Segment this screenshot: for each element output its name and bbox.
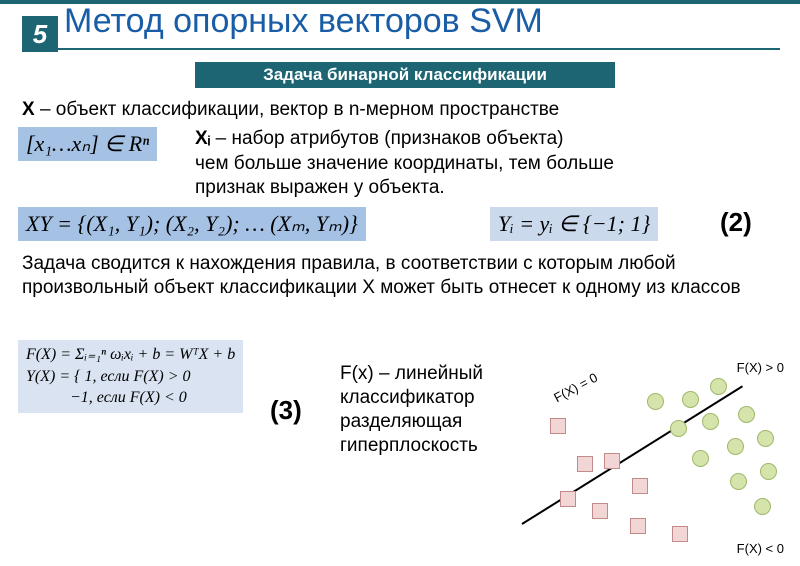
scatter-square	[630, 518, 646, 534]
text-fx-desc3: разделяющая	[340, 410, 462, 434]
text-task-description: Задача сводится к нахождения правила, в …	[22, 252, 742, 300]
scatter-circle	[692, 450, 709, 467]
slide-number: 5	[22, 16, 58, 52]
text-fx-desc1: F(x) – линейный	[340, 362, 483, 386]
formula-fx-line-0: F(X) = Σᵢ₌₁ⁿ ωᵢxᵢ + b = WᵀX + b	[26, 344, 235, 366]
section-banner: Задача бинарной классификации	[195, 62, 615, 88]
text-xi-def: Xᵢ – набор атрибутов (признаков объекта)	[195, 127, 563, 151]
text-fx-desc4: гиперплоскость	[340, 434, 478, 458]
text-xi-rest: – набор атрибутов (признаков объекта)	[210, 128, 563, 149]
scatter-circle	[727, 438, 744, 455]
scatter-circle	[710, 378, 727, 395]
scatter-plot: F(X) > 0 F(X) = 0 F(X) < 0	[532, 358, 792, 558]
separating-line	[521, 385, 743, 524]
text-x-rest: – объект классификации, вектор в n-мерно…	[35, 99, 560, 120]
scatter-square	[604, 453, 620, 469]
formula-vector-r-n: [x₁…xₙ] ∈ Rⁿ	[18, 127, 157, 161]
scatter-circle	[730, 473, 747, 490]
scatter-circle	[760, 463, 777, 480]
slide-title: Метод опорных векторов SVM	[64, 2, 543, 41]
scatter-circle	[702, 413, 719, 430]
scatter-circle	[738, 406, 755, 423]
scatter-label-pos: F(X) > 0	[737, 360, 784, 375]
formula-fx-yx: F(X) = Σᵢ₌₁ⁿ ωᵢxᵢ + b = WᵀX + bY(X) = { …	[18, 340, 243, 413]
text-fx-desc2: классификатор	[340, 386, 475, 410]
title-underline	[30, 48, 780, 50]
scatter-label-zero: F(X) = 0	[551, 370, 600, 405]
text-x-def: X – объект классификации, вектор в n-мер…	[22, 98, 559, 122]
text-xi-line2: чем больше значение координаты, тем боль…	[195, 152, 614, 176]
scatter-circle	[757, 430, 774, 447]
scatter-square	[592, 503, 608, 519]
equation-label-2: (2)	[720, 207, 752, 238]
equation-label-3: (3)	[270, 395, 302, 426]
formula-yi-set: Yᵢ = yᵢ ∈ {−1; 1}	[490, 207, 658, 241]
formula-xy-set: XY = {(X₁, Y₁); (X₂, Y₂); … (Xₘ, Yₘ)}	[18, 207, 366, 241]
scatter-circle	[682, 391, 699, 408]
scatter-square	[550, 418, 566, 434]
scatter-circle	[647, 393, 664, 410]
bold-x: X	[22, 99, 35, 120]
formula-fx-line-1: Y(X) = { 1, если F(X) > 0	[26, 366, 235, 388]
scatter-circle	[670, 420, 687, 437]
scatter-square	[577, 456, 593, 472]
bold-xi: Xᵢ	[195, 128, 210, 149]
scatter-square	[672, 526, 688, 542]
text-xi-line3: признак выражен у объекта.	[195, 176, 445, 200]
formula-fx-line-2: −1, если F(X) < 0	[26, 387, 235, 409]
scatter-label-neg: F(X) < 0	[737, 541, 784, 556]
scatter-square	[560, 491, 576, 507]
scatter-square	[632, 478, 648, 494]
scatter-circle	[754, 498, 771, 515]
